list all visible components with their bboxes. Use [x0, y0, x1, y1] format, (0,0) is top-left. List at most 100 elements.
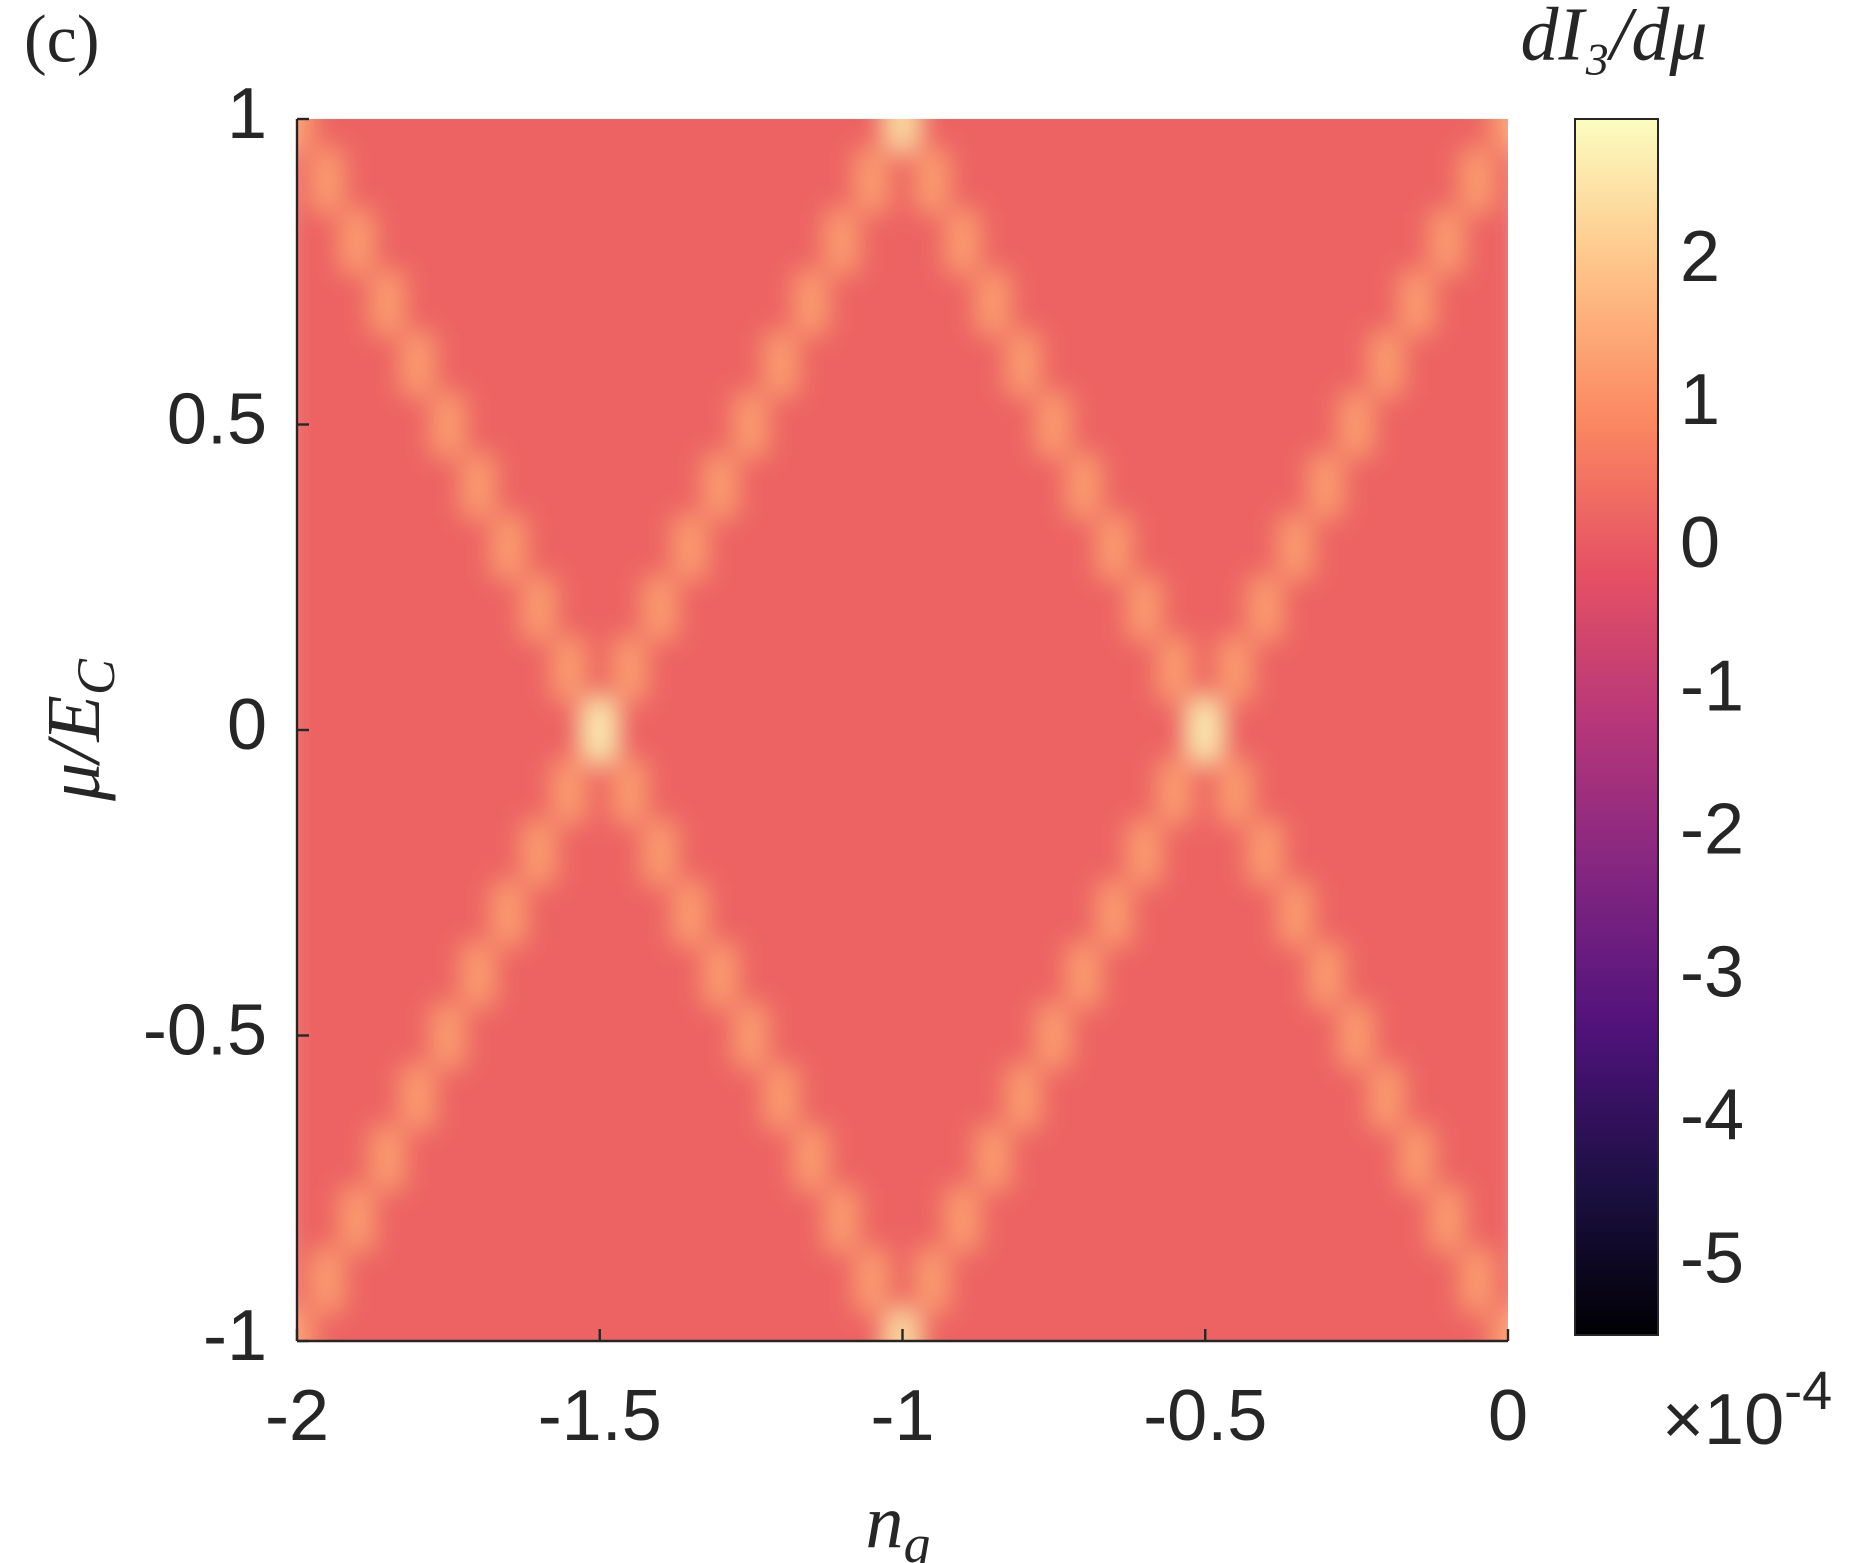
heatmap-cell	[917, 332, 949, 395]
heatmap-cell	[1492, 943, 1508, 1006]
heatmap-cell	[1129, 210, 1161, 273]
heatmap-cell	[1462, 515, 1494, 578]
heatmap-cell	[372, 882, 404, 945]
heatmap-cell	[947, 882, 979, 945]
heatmap-cell	[584, 943, 616, 1006]
heatmap-cell	[644, 515, 676, 578]
heatmap-cell	[917, 698, 949, 762]
heatmap-cell	[1159, 1187, 1191, 1250]
heatmap-cell	[1038, 760, 1070, 823]
heatmap-cell	[432, 943, 465, 1006]
heatmap-cell	[297, 1248, 313, 1311]
heatmap-cell	[1492, 271, 1508, 334]
heatmap-cell	[1310, 576, 1342, 639]
heatmap-cell	[1250, 1065, 1282, 1128]
y-label-subscript: C	[66, 658, 126, 695]
heatmap-cell	[311, 1309, 343, 1341]
heatmap-cell	[705, 1004, 737, 1067]
heatmap-cell	[977, 1309, 1009, 1341]
heatmap-cell	[311, 210, 343, 273]
heatmap-cell	[341, 576, 374, 639]
heatmap-cell	[1007, 637, 1040, 700]
heatmap-cell	[977, 1126, 1009, 1189]
heatmap-cell	[1371, 821, 1403, 884]
heatmap-cell	[674, 393, 707, 456]
heatmap-cell	[917, 1065, 949, 1128]
heatmap-cell	[297, 882, 313, 945]
heatmap-cell	[1219, 515, 1252, 578]
heatmap-cell	[705, 698, 737, 762]
heatmap-cell	[297, 943, 313, 1006]
heatmap-cell	[463, 1004, 495, 1067]
heatmap-cell	[584, 515, 616, 578]
heatmap-cell	[614, 698, 646, 762]
heatmap-cell	[372, 1309, 404, 1341]
heatmap-cell	[1371, 271, 1403, 334]
heatmap-cell	[1007, 1187, 1040, 1250]
heatmap-cell	[463, 271, 495, 334]
heatmap-cell	[1159, 271, 1191, 334]
heatmap-cell	[1219, 882, 1252, 945]
heatmap-cell	[705, 1248, 737, 1311]
heatmap-cell	[1159, 698, 1191, 762]
heatmap-cell	[1492, 1065, 1508, 1128]
heatmap-cell	[1129, 1126, 1161, 1189]
heatmap-cell	[1310, 821, 1342, 884]
heatmap-cell	[826, 332, 858, 395]
heatmap-cell	[1038, 332, 1070, 395]
heatmap-cell	[1068, 210, 1100, 273]
heatmap-cell	[856, 1187, 888, 1250]
heatmap-cell	[765, 1187, 798, 1250]
heatmap-cell	[297, 271, 313, 334]
heatmap-cell	[614, 943, 646, 1006]
heatmap-cell	[1219, 1126, 1252, 1189]
heatmap-cell	[1250, 393, 1282, 456]
heatmap-cell	[1431, 271, 1464, 334]
heatmap-cell	[705, 637, 737, 700]
heatmap-cell	[856, 760, 888, 823]
heatmap-cell	[372, 149, 404, 212]
heatmap-cell	[1310, 119, 1342, 151]
heatmap-cell	[947, 393, 979, 456]
heatmap-cell	[553, 454, 586, 517]
heatmap-cell	[886, 821, 919, 884]
heatmap-cell	[1219, 943, 1252, 1006]
heatmap-cell	[1038, 1248, 1070, 1311]
heatmap-cell	[1340, 576, 1373, 639]
heatmap-cell	[1159, 943, 1191, 1006]
heatmap-cell	[886, 1126, 919, 1189]
heatmap-cell	[297, 210, 313, 273]
heatmap-cell	[1007, 1126, 1040, 1189]
heatmap-cell	[493, 821, 525, 884]
heatmap-cell	[1098, 698, 1131, 762]
heatmap-cell	[523, 271, 555, 334]
heatmap-cell	[297, 149, 313, 212]
heatmap-cell	[614, 576, 646, 639]
heatmap-cell	[1340, 760, 1373, 823]
heatmap-cell	[297, 1187, 313, 1250]
heatmap-cell	[1007, 1004, 1040, 1067]
heatmap-cell	[1310, 698, 1342, 762]
heatmap-cell	[1189, 698, 1221, 762]
heatmap-cell	[796, 637, 828, 700]
colorbar-tick-label: -3	[1680, 932, 1744, 1012]
heatmap-cell	[1371, 1248, 1403, 1311]
heatmap-cell	[493, 271, 525, 334]
heatmap-cell	[1098, 943, 1131, 1006]
heatmap-cell	[886, 1004, 919, 1067]
heatmap-cell	[1310, 454, 1342, 517]
heatmap-cell	[1340, 943, 1373, 1006]
heatmap-cell	[311, 698, 343, 762]
heatmap-cell	[1462, 1248, 1494, 1311]
heatmap-cell	[1280, 760, 1312, 823]
heatmap-cell	[826, 210, 858, 273]
heatmap-cell	[493, 210, 525, 273]
heatmap-cell	[765, 149, 798, 212]
heatmap-cell	[523, 1126, 555, 1189]
heatmap-cell	[644, 1248, 676, 1311]
heatmap-cell	[1129, 576, 1161, 639]
heatmap-cell	[765, 1065, 798, 1128]
x-tick-label: -1	[870, 1376, 934, 1456]
heatmap-cell	[297, 1126, 313, 1189]
heatmap-cell	[311, 1187, 343, 1250]
